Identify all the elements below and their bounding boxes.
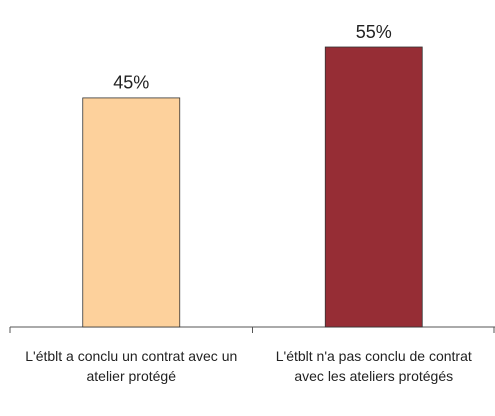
value-label: 55% [356, 22, 392, 42]
x-tick-label: L'étblt a conclu un contrat avec un atel… [25, 348, 238, 384]
bar [324, 46, 423, 328]
bar [82, 97, 181, 328]
value-label: 45% [113, 73, 149, 93]
x-tick-label: L'étblt n'a pas conclu de contrat avec l… [275, 348, 472, 384]
